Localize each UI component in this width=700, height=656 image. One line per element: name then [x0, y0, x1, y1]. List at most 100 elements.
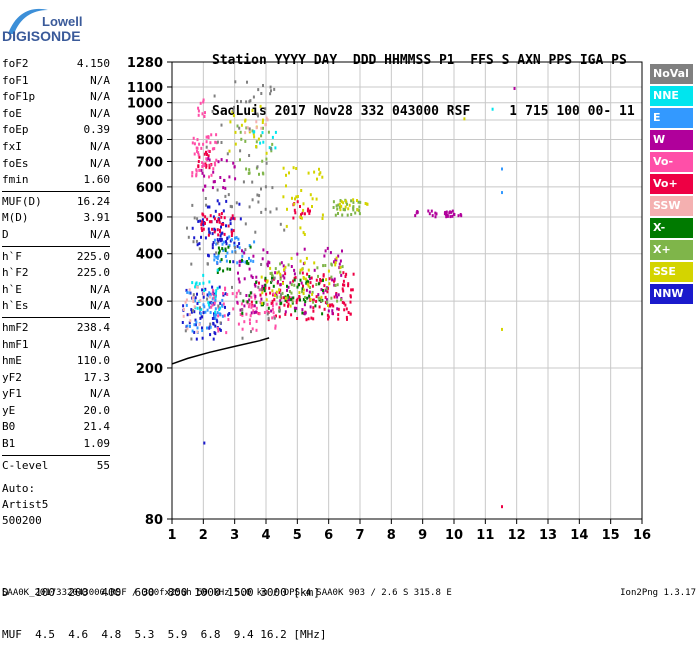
param-label: foF2: [2, 57, 29, 70]
param-label: B0: [2, 420, 16, 434]
echo-point: [299, 298, 301, 302]
echo-point: [285, 184, 287, 188]
param-label: h`F: [2, 249, 22, 263]
echo-point: [217, 160, 220, 164]
echo-point: [315, 295, 318, 299]
echo-point: [207, 149, 210, 153]
param-value: 238.4: [76, 320, 110, 334]
y-tick-label: 600: [136, 181, 163, 196]
auto-line3: 500200: [2, 514, 42, 527]
echo-point: [215, 141, 218, 145]
echo-point: [416, 210, 419, 214]
echo-point: [321, 312, 324, 316]
echo-point: [228, 235, 231, 239]
echo-point: [320, 288, 323, 292]
echo-point: [211, 186, 214, 190]
echo-point: [254, 294, 257, 298]
echo-point: [290, 291, 293, 295]
echo-point: [257, 200, 260, 204]
echo-point: [222, 292, 224, 295]
echo-point: [204, 111, 206, 115]
echo-point: [238, 242, 241, 246]
echo-point: [257, 88, 260, 92]
echo-point: [253, 304, 256, 308]
echo-point: [201, 112, 204, 116]
echo-point: [364, 202, 367, 205]
echo-point: [224, 194, 227, 198]
echo-point: [199, 316, 202, 320]
x-tick-label: 16: [633, 528, 651, 543]
echo-point: [277, 270, 280, 274]
y-tick-label: 1100: [127, 81, 163, 96]
echo-point: [211, 246, 214, 250]
echo-point: [193, 323, 196, 327]
param-label: yF1: [2, 387, 22, 401]
echo-point: [352, 208, 355, 212]
echo-point: [266, 312, 269, 316]
param-value: N/A: [90, 299, 110, 313]
echo-point: [219, 301, 222, 305]
param-row: C-level 55: [2, 458, 110, 475]
echo-point: [218, 285, 221, 289]
echo-point: [208, 295, 211, 299]
echo-point: [249, 245, 252, 249]
echo-point: [213, 292, 215, 296]
echo-point: [208, 231, 211, 235]
echo-point: [330, 275, 333, 279]
echo-point: [332, 200, 335, 204]
echo-point: [279, 262, 282, 266]
echo-point: [431, 214, 434, 218]
echo-point: [282, 195, 285, 199]
echo-point: [214, 163, 217, 167]
echo-point: [346, 317, 348, 321]
echo-point: [189, 324, 191, 328]
echo-point: [197, 219, 200, 223]
echo-point: [203, 164, 206, 167]
echo-point: [349, 294, 352, 298]
echo-point: [342, 289, 345, 293]
echo-point: [300, 216, 303, 220]
echo-point: [287, 285, 290, 289]
echo-point: [213, 258, 216, 262]
echo-point: [217, 240, 220, 243]
echo-point: [216, 228, 219, 232]
echo-point: [191, 226, 194, 230]
echo-point: [197, 153, 200, 157]
echo-point: [226, 293, 229, 296]
echo-point: [249, 321, 251, 325]
echo-point: [350, 213, 353, 216]
echo-point: [202, 303, 205, 307]
echo-point: [299, 215, 302, 219]
echo-point: [258, 194, 261, 198]
echo-point: [358, 212, 361, 216]
echo-point: [244, 222, 247, 226]
echo-point: [208, 158, 211, 162]
echo-point: [312, 306, 315, 310]
param-label: yE: [2, 403, 16, 417]
echo-point: [296, 200, 299, 204]
echo-point: [322, 264, 325, 268]
echo-point: [333, 295, 336, 299]
echo-point: [337, 307, 340, 311]
echo-point: [271, 307, 274, 311]
echo-point: [273, 276, 276, 280]
muf-distance-table: D 100 200 400 600 800 1000 1500 3000 [km…: [2, 558, 327, 656]
echo-point: [271, 274, 274, 277]
echo-point: [250, 305, 253, 309]
param-value: N/A: [90, 337, 110, 351]
echo-point: [318, 167, 320, 171]
echo-point: [248, 302, 251, 306]
echo-point: [288, 290, 291, 293]
echo-point: [329, 304, 332, 308]
echo-point: [214, 209, 217, 213]
echo-point: [460, 214, 463, 218]
echo-point: [319, 278, 322, 281]
echo-point: [301, 311, 304, 315]
echo-point: [213, 227, 216, 231]
echo-point: [240, 137, 243, 141]
echo-point: [238, 246, 241, 250]
echo-point: [225, 199, 228, 203]
echo-point: [286, 284, 288, 288]
echo-point: [214, 310, 217, 314]
echo-point: [232, 307, 235, 311]
